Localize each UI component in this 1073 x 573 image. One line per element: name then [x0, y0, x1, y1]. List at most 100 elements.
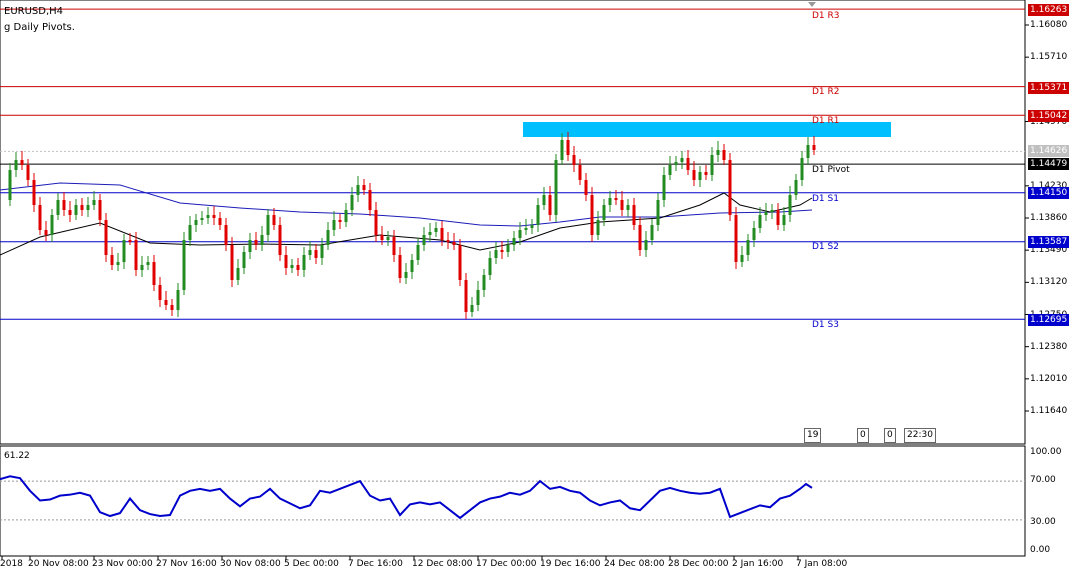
time-axis-label: 20 Nov 08:00 — [28, 559, 89, 569]
candle-body — [668, 165, 672, 175]
candle-body — [746, 240, 750, 255]
candle-body — [434, 228, 438, 232]
candle-body — [758, 215, 762, 228]
candle-body — [314, 250, 318, 258]
time-axis-label: 17 Dec 00:00 — [476, 559, 537, 569]
oscillator-line — [0, 475, 813, 520]
candle-body — [656, 200, 660, 225]
price-box-r3: 1.16263 — [1028, 4, 1070, 16]
candle-body — [464, 280, 468, 312]
candle-body — [116, 262, 120, 265]
candle-body — [8, 170, 12, 200]
candle-body — [134, 240, 138, 270]
candle-body — [212, 215, 216, 218]
candle-body — [632, 205, 636, 225]
candle-body — [410, 260, 414, 272]
candle-body — [62, 200, 66, 210]
time-axis-label: 24 Dec 08:00 — [604, 559, 665, 569]
candle-body — [278, 225, 282, 255]
candle-body — [452, 242, 456, 245]
candle-body — [374, 210, 378, 235]
candle-body — [566, 140, 570, 155]
price-tick-label: 1.11640 — [1030, 406, 1068, 416]
candle-body — [524, 228, 528, 230]
time-axis-label: 23 Nov 00:00 — [92, 559, 153, 569]
price-tick-label: 1.12010 — [1030, 373, 1068, 384]
candle-body — [704, 172, 708, 175]
candle-body — [620, 200, 624, 210]
candle-body — [152, 262, 156, 285]
candle-body — [638, 225, 642, 250]
candle-body — [674, 162, 678, 165]
candle-body — [776, 210, 780, 225]
candle-body — [218, 218, 222, 225]
price-tick-label: 1.14230 — [1030, 180, 1068, 191]
candle-body — [590, 195, 594, 235]
candle-body — [362, 185, 366, 190]
candle-body — [812, 145, 816, 150]
price-tick-label: 1.15710 — [1030, 52, 1068, 63]
candle-body — [608, 198, 612, 205]
shift-marker-icon[interactable] — [808, 2, 816, 7]
candle-body — [326, 230, 330, 245]
candle-body — [578, 165, 582, 180]
pivot-label-s1: D1 S1 — [812, 194, 839, 204]
candle-body — [74, 205, 78, 215]
candle-body — [182, 240, 186, 290]
pivot-label-r1: D1 R1 — [812, 116, 840, 126]
clock-box-2: 0 — [857, 428, 869, 443]
candle-body — [14, 160, 18, 170]
oscillator-frame — [0, 445, 1026, 557]
candle-body — [440, 228, 444, 240]
candle-body — [458, 245, 462, 280]
price-box-r1: 1.15042 — [1028, 110, 1070, 122]
pivot-label-r2: D1 R2 — [812, 87, 840, 97]
candle-body — [146, 262, 150, 265]
candle-body — [794, 180, 798, 195]
candle-body — [806, 145, 810, 158]
candle-body — [536, 205, 540, 225]
pivot-label-s3: D1 S3 — [812, 320, 839, 330]
candle-body — [740, 255, 744, 262]
time-axis-label: 27 Nov 16:00 — [156, 559, 217, 569]
clock-box-4: 22:30 — [904, 428, 936, 443]
candle-body — [44, 230, 48, 235]
candle-body — [350, 195, 354, 210]
candle-body — [128, 240, 132, 242]
candle-body — [290, 265, 294, 268]
candle-body — [122, 240, 126, 262]
osc-level-0: 0.00 — [1030, 545, 1051, 555]
candle-body — [332, 220, 336, 230]
candle-body — [500, 250, 504, 252]
candle-body — [770, 210, 774, 212]
candle-body — [236, 268, 240, 280]
candle-body — [416, 245, 420, 260]
candle-body — [716, 150, 720, 155]
price-box-s2: 1.13587 — [1028, 236, 1070, 248]
candle-body — [506, 245, 510, 252]
candle-body — [626, 205, 630, 210]
candle-body — [728, 160, 732, 215]
main-chart-frame — [0, 0, 1026, 445]
clock-box-3: 0 — [884, 428, 896, 443]
candle-body — [602, 205, 606, 220]
candle-body — [320, 245, 324, 258]
candle-body — [530, 225, 534, 228]
candle-body — [368, 190, 372, 210]
candle-body — [680, 158, 684, 162]
candle-body — [194, 220, 198, 225]
candle-body — [68, 210, 72, 215]
candle-body — [50, 215, 54, 235]
candle-body — [470, 305, 474, 312]
candle-body — [344, 210, 348, 222]
candle-body — [170, 305, 174, 310]
candle-body — [386, 237, 390, 240]
candle-body — [542, 195, 546, 205]
time-axis-label: 12 Dec 08:00 — [412, 559, 473, 569]
candle-body — [476, 290, 480, 305]
candle-body — [800, 158, 804, 180]
price-box-s1: 1.14150 — [1028, 187, 1070, 199]
price-box-s3: 1.12695 — [1028, 314, 1070, 326]
